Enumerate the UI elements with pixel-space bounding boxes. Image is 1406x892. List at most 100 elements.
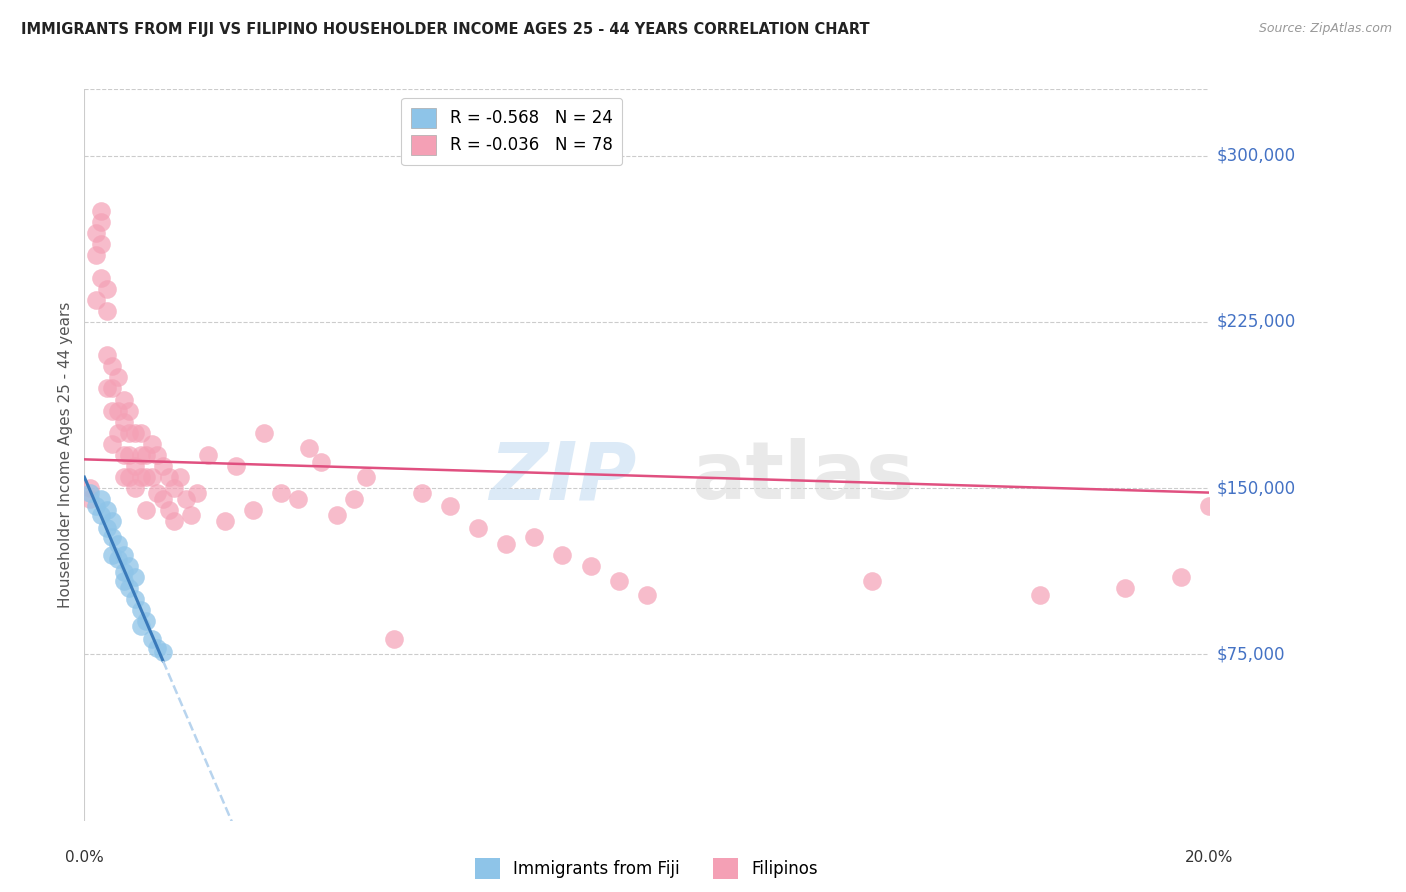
- Point: [96, 348, 118, 362]
- Point: [354, 470, 377, 484]
- Point: [607, 574, 630, 589]
- Point: [157, 470, 180, 484]
- Point: [79, 492, 101, 507]
- Text: $150,000: $150,000: [1216, 479, 1295, 497]
- Point: [579, 558, 602, 573]
- Point: [169, 470, 191, 484]
- Point: [112, 574, 135, 589]
- Point: [79, 485, 101, 500]
- Point: [112, 448, 135, 462]
- Y-axis label: Householder Income Ages 25 - 44 years: Householder Income Ages 25 - 44 years: [58, 301, 73, 608]
- Point: [146, 485, 169, 500]
- Point: [129, 618, 152, 632]
- Point: [157, 503, 180, 517]
- Text: 0.0%: 0.0%: [65, 850, 104, 865]
- Point: [129, 448, 152, 462]
- Point: [124, 592, 146, 607]
- Point: [174, 492, 197, 507]
- Point: [270, 485, 292, 500]
- Point: [107, 370, 129, 384]
- Point: [197, 448, 219, 462]
- Point: [101, 548, 124, 562]
- Point: [1198, 499, 1220, 513]
- Point: [112, 415, 135, 429]
- Point: [860, 574, 883, 589]
- Point: [124, 458, 146, 473]
- Point: [96, 381, 118, 395]
- Point: [163, 481, 186, 495]
- Point: [112, 470, 135, 484]
- Point: [112, 392, 135, 407]
- Point: [152, 492, 174, 507]
- Point: [636, 588, 658, 602]
- Point: [298, 442, 321, 456]
- Point: [129, 470, 152, 484]
- Point: [343, 492, 366, 507]
- Text: $300,000: $300,000: [1216, 146, 1295, 165]
- Point: [124, 425, 146, 440]
- Point: [309, 454, 332, 468]
- Point: [467, 521, 489, 535]
- Point: [124, 570, 146, 584]
- Point: [101, 359, 124, 374]
- Point: [225, 458, 247, 473]
- Point: [146, 640, 169, 655]
- Point: [101, 381, 124, 395]
- Point: [523, 530, 546, 544]
- Point: [118, 448, 141, 462]
- Point: [152, 458, 174, 473]
- Point: [163, 515, 186, 529]
- Text: ZIP: ZIP: [489, 438, 637, 516]
- Point: [118, 403, 141, 417]
- Point: [129, 425, 152, 440]
- Point: [101, 530, 124, 544]
- Point: [90, 270, 112, 285]
- Point: [326, 508, 349, 522]
- Point: [90, 492, 112, 507]
- Point: [96, 521, 118, 535]
- Point: [1170, 570, 1192, 584]
- Point: [112, 548, 135, 562]
- Point: [84, 248, 107, 262]
- Point: [118, 425, 141, 440]
- Point: [180, 508, 202, 522]
- Point: [495, 536, 517, 550]
- Point: [107, 425, 129, 440]
- Point: [112, 566, 135, 580]
- Point: [135, 470, 157, 484]
- Point: [107, 403, 129, 417]
- Point: [118, 581, 141, 595]
- Point: [141, 437, 163, 451]
- Point: [146, 448, 169, 462]
- Point: [439, 499, 461, 513]
- Text: $75,000: $75,000: [1216, 646, 1285, 664]
- Text: IMMIGRANTS FROM FIJI VS FILIPINO HOUSEHOLDER INCOME AGES 25 - 44 YEARS CORRELATI: IMMIGRANTS FROM FIJI VS FILIPINO HOUSEHO…: [21, 22, 870, 37]
- Point: [411, 485, 433, 500]
- Point: [90, 215, 112, 229]
- Point: [96, 303, 118, 318]
- Text: atlas: atlas: [692, 438, 915, 516]
- Text: Source: ZipAtlas.com: Source: ZipAtlas.com: [1258, 22, 1392, 36]
- Point: [90, 237, 112, 252]
- Point: [186, 485, 208, 500]
- Point: [96, 282, 118, 296]
- Point: [242, 503, 264, 517]
- Point: [84, 227, 107, 241]
- Point: [141, 632, 163, 646]
- Point: [382, 632, 405, 646]
- Point: [135, 448, 157, 462]
- Text: $225,000: $225,000: [1216, 313, 1295, 331]
- Point: [96, 503, 118, 517]
- Point: [79, 481, 101, 495]
- Point: [84, 293, 107, 307]
- Point: [551, 548, 574, 562]
- Point: [135, 503, 157, 517]
- Point: [90, 204, 112, 219]
- Point: [1029, 588, 1052, 602]
- Text: 20.0%: 20.0%: [1185, 850, 1233, 865]
- Point: [287, 492, 309, 507]
- Point: [135, 614, 157, 628]
- Point: [107, 552, 129, 566]
- Point: [214, 515, 236, 529]
- Point: [124, 481, 146, 495]
